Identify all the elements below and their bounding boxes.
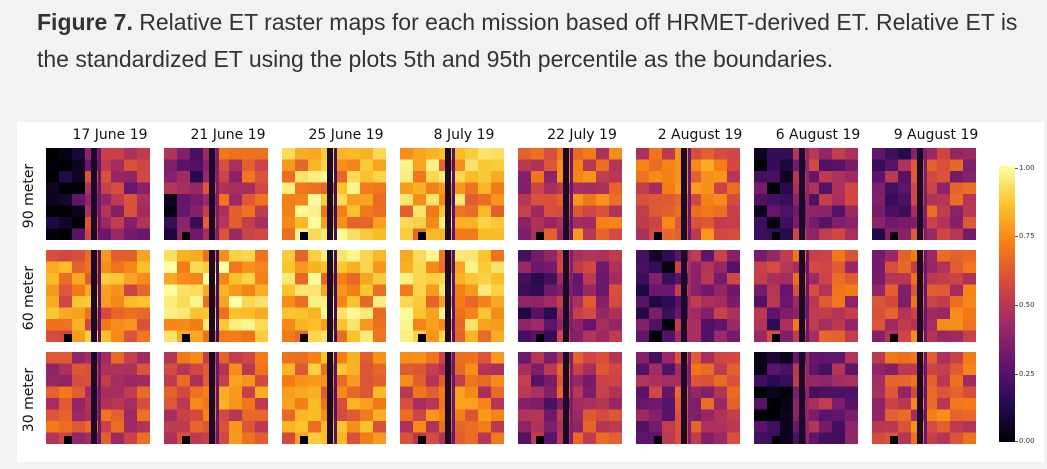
figure-caption-text: Relative ET raster maps for each mission… — [37, 9, 1018, 72]
column-label: 9 August 19 — [893, 127, 979, 143]
relative-et-map — [164, 148, 268, 240]
relative-et-map — [754, 250, 858, 342]
relative-et-map — [636, 352, 740, 444]
column-label: 6 August 19 — [775, 127, 861, 143]
colorbar-tick-label: 0.75 — [1019, 232, 1035, 240]
relative-et-map — [282, 148, 386, 240]
relative-et-map — [282, 250, 386, 342]
colorbar-tick-label: 0.25 — [1019, 370, 1035, 378]
colorbar-tick-mark — [1015, 236, 1018, 237]
relative-et-map — [518, 148, 622, 240]
column-label: 17 June 19 — [72, 127, 148, 143]
relative-et-map — [518, 250, 622, 342]
colorbar-tick-mark — [1015, 374, 1018, 375]
row-label: 60 meter — [20, 250, 38, 346]
figure-panel: 17 June 19 21 June 19 25 June 19 8 July … — [17, 122, 1044, 462]
column-label: 25 June 19 — [308, 127, 384, 143]
relative-et-map — [754, 148, 858, 240]
relative-et-map — [400, 148, 504, 240]
relative-et-map — [282, 352, 386, 444]
row-label-text: 30 meter — [21, 367, 37, 433]
colorbar-tick-label: 0.00 — [1019, 437, 1035, 445]
relative-et-map — [636, 148, 740, 240]
colorbar-gradient — [999, 166, 1015, 442]
colorbar-tick-label: 1.00 — [1019, 164, 1035, 172]
column-label: 2 August 19 — [657, 127, 743, 143]
column-label: 8 July 19 — [433, 127, 495, 143]
relative-et-map — [872, 250, 976, 342]
relative-et-map — [400, 250, 504, 342]
relative-et-map — [400, 352, 504, 444]
relative-et-map — [872, 352, 976, 444]
colorbar — [999, 166, 1015, 442]
colorbar-tick-mark — [1015, 441, 1018, 442]
row-label-text: 60 meter — [21, 265, 37, 331]
relative-et-map — [164, 250, 268, 342]
colorbar-tick-mark — [1015, 168, 1018, 169]
relative-et-map — [46, 250, 150, 342]
relative-et-map — [518, 352, 622, 444]
relative-et-map — [46, 352, 150, 444]
relative-et-map — [754, 352, 858, 444]
row-label: 30 meter — [20, 352, 38, 448]
relative-et-map — [636, 250, 740, 342]
colorbar-tick-label: 0.50 — [1019, 301, 1035, 309]
relative-et-map — [46, 148, 150, 240]
figure-caption: Figure 7. Relative ET raster maps for ea… — [37, 4, 1037, 78]
row-label-text: 90 meter — [21, 163, 37, 229]
row-label: 90 meter — [20, 148, 38, 244]
colorbar-tick-mark — [1015, 305, 1018, 306]
relative-et-map — [164, 352, 268, 444]
figure-label: Figure 7. — [37, 9, 133, 35]
column-label: 22 July 19 — [547, 127, 617, 143]
relative-et-map — [872, 148, 976, 240]
column-label: 21 June 19 — [190, 127, 266, 143]
